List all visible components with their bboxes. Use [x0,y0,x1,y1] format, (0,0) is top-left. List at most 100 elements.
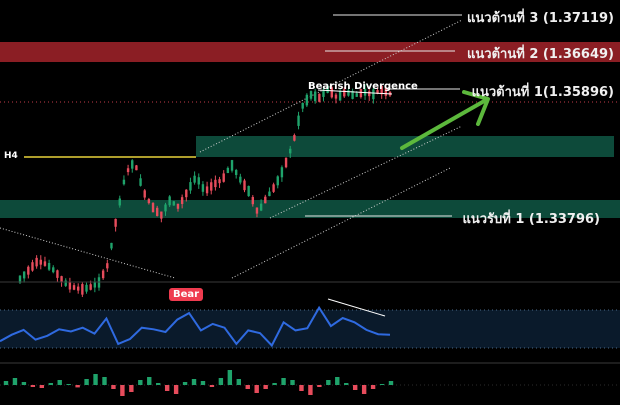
momentum-bar [370,385,376,389]
candle-body [218,179,221,184]
candle-body [143,190,146,198]
momentum-bar [182,382,188,385]
momentum-bar [111,385,116,389]
momentum-bar [93,374,98,385]
momentum-bar [57,380,62,385]
candle-body [272,184,275,192]
candle-body [164,204,167,212]
candle-body [176,203,180,209]
candle-body [172,201,176,206]
candle-body [284,157,288,168]
momentum-bar [227,370,233,385]
candle-body [322,90,325,97]
candlestick-series [18,83,392,298]
candle-body [293,135,296,141]
candle-body [131,160,134,169]
momentum-histogram [3,370,394,396]
momentum-bar [218,378,224,385]
price-divergence-line[interactable] [317,89,393,95]
channel-upper-line[interactable] [199,19,463,153]
candle-body [234,170,238,175]
momentum-bar [156,383,161,385]
candle-body [118,198,121,206]
candle-body [31,262,34,271]
candle-body [343,89,346,97]
momentum-bar [263,385,268,389]
bear-badge[interactable]: Bear [169,288,204,301]
momentum-bar [173,385,179,394]
candle-body [376,90,379,94]
candle-body [210,182,213,191]
candle-body [106,263,109,269]
candle-body [168,196,171,206]
momentum-bar [39,385,45,388]
candle-body [251,197,255,205]
candle-body [247,185,250,197]
momentum-bar [379,384,385,385]
candle-body [85,284,88,292]
candle-body [147,199,151,204]
rsi-divergence-line[interactable] [327,298,386,317]
candle-body [39,259,42,265]
candle-body [52,267,55,273]
candle-body [372,89,375,100]
candle-body [47,263,51,270]
momentum-bar [361,385,367,394]
candle-body [301,102,304,109]
resistance-1-label: แนวต้านที่ 1(1.35896) [471,85,614,100]
candle-body [135,165,138,171]
momentum-bar [326,380,331,385]
candle-body [305,94,309,106]
candle-body [64,280,67,286]
momentum-bar [75,385,80,388]
resistance-2-label: แนวต้านที่ 2 (1.36649) [467,47,614,62]
candle-body [151,202,155,213]
momentum-bar [147,377,152,385]
candle-body [259,203,263,211]
candle-body [268,191,271,197]
candle-body [334,94,338,99]
candle-body [380,86,383,95]
momentum-bar [48,383,53,385]
candle-body [264,196,267,204]
candle-body [126,168,130,173]
candle-body [355,93,358,97]
candle-body [239,176,242,183]
candle-body [18,275,22,283]
momentum-bar [290,380,295,385]
candle-body [359,89,363,98]
momentum-bar [102,377,107,385]
resistance-3-label: แนวต้านที่ 3 (1.37119) [467,11,614,26]
momentum-bar [299,385,304,391]
momentum-bar [3,381,9,385]
candle-body [318,93,321,102]
candle-body [326,86,329,93]
rsi-band [0,310,620,348]
candle-body [81,284,84,295]
momentum-bar [84,379,89,385]
momentum-bar [164,385,170,391]
momentum-bar [66,384,71,385]
candle-body [35,257,38,267]
candle-body [205,186,209,194]
candle-body [384,87,388,96]
candle-body [222,173,225,182]
candle-body [60,276,63,283]
momentum-bar [388,381,394,385]
candle-body [27,266,30,275]
rsi-line[interactable] [0,305,391,348]
downtrend-line[interactable] [0,227,176,279]
channel-middle-line[interactable] [269,125,463,219]
bullish-arrow[interactable] [400,90,490,150]
candle-body [330,87,333,98]
candle-body [201,184,205,192]
momentum-bar [236,379,241,385]
candle-body [89,284,92,290]
candle-body [351,91,354,99]
candle-body [197,177,200,185]
candle-body [243,180,246,191]
timeframe-label: H4 [4,151,18,161]
momentum-bar [200,381,206,385]
candle-body [289,148,292,154]
